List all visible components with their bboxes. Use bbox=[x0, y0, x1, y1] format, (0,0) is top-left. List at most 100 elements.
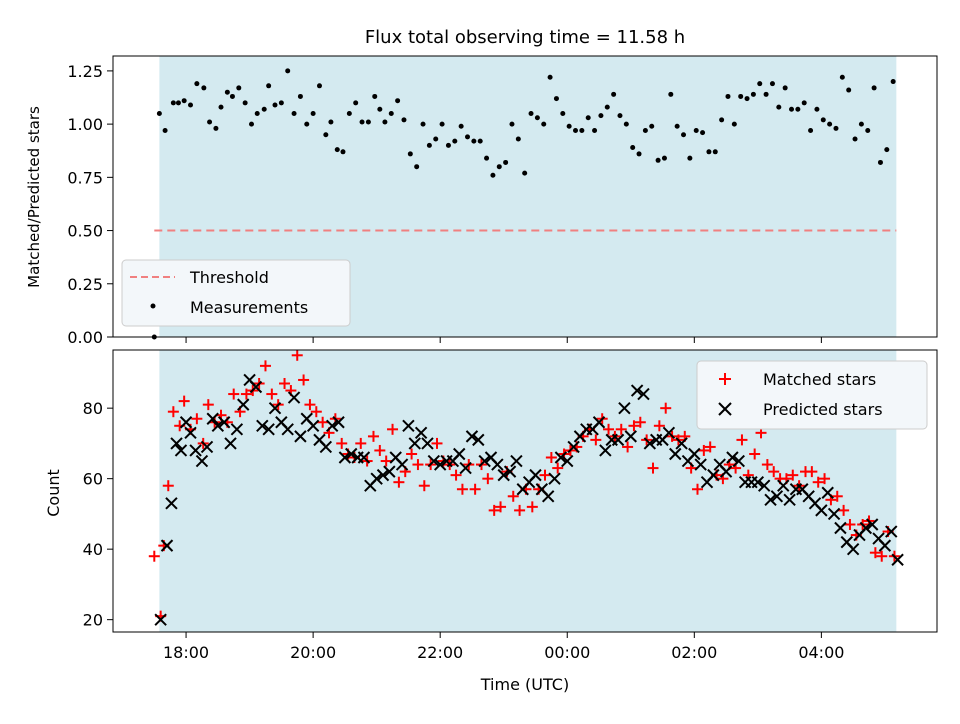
predicted-star-point bbox=[256, 419, 269, 432]
bottom-plot-marks bbox=[148, 349, 904, 626]
predicted-star-point bbox=[859, 521, 873, 535]
predicted-star-mark-b bbox=[878, 539, 892, 552]
top-legend: Threshold Measurements bbox=[121, 259, 351, 327]
predicted-star-point bbox=[421, 437, 434, 450]
predicted-star-point bbox=[287, 391, 301, 404]
measurement-point bbox=[566, 123, 572, 129]
predicted-star-mark-b bbox=[846, 542, 860, 556]
measurement-point bbox=[414, 164, 420, 170]
matched-star-point bbox=[367, 430, 379, 442]
measurement-point bbox=[769, 81, 775, 87]
predicted-star-mark-b bbox=[300, 412, 313, 425]
matched-star-point bbox=[545, 452, 557, 464]
predicted-star-mark-b bbox=[165, 497, 178, 510]
top-y-axis-label: Matched/Predicted stars bbox=[25, 106, 43, 288]
predicted-star-mark-b bbox=[859, 521, 873, 535]
matched-star-point bbox=[202, 399, 214, 411]
predicted-star-mark-b bbox=[891, 553, 904, 566]
predicted-star-point bbox=[395, 458, 409, 471]
matched-star-point bbox=[317, 416, 329, 428]
measurement-point bbox=[285, 68, 291, 74]
measurement-point bbox=[534, 115, 540, 121]
predicted-star-point bbox=[306, 419, 320, 432]
predicted-star-mark-b bbox=[472, 433, 485, 447]
measurement-point bbox=[674, 123, 680, 129]
predicted-star-mark-b bbox=[821, 486, 834, 499]
predicted-star-mark-b bbox=[802, 490, 815, 503]
matched-star-point bbox=[507, 490, 519, 502]
predicted-star-mark-b bbox=[694, 458, 707, 471]
top-panel: 0.00 0.25 0.50 0.75 1.00 1.25 Flux total obse… bbox=[25, 27, 938, 347]
measurement-point bbox=[445, 142, 451, 148]
predicted-star-mark-b bbox=[662, 426, 676, 440]
measurement-point bbox=[833, 125, 839, 131]
predicted-star-mark-b bbox=[827, 507, 841, 521]
measurement-point bbox=[598, 113, 604, 119]
matched-star-point bbox=[178, 395, 190, 407]
top-y-tick-label: 0.75 bbox=[67, 168, 103, 187]
top-x-ticks bbox=[185, 337, 822, 343]
x-tick-label: 04:00 bbox=[798, 643, 844, 662]
measurement-point bbox=[725, 93, 731, 99]
predicted-star-mark-b bbox=[160, 539, 174, 552]
predicted-star-mark-b bbox=[624, 430, 637, 443]
matched-star-point bbox=[418, 480, 430, 492]
measurement-point bbox=[194, 81, 200, 87]
matched-star-point bbox=[291, 349, 303, 361]
matched-star-point bbox=[819, 473, 831, 485]
bottom-y-tick-label: 80 bbox=[83, 399, 103, 418]
predicted-star-mark-b bbox=[249, 380, 263, 394]
measurement-point bbox=[266, 83, 272, 89]
predicted-star-point bbox=[408, 437, 421, 450]
measurement-point bbox=[304, 121, 310, 127]
measurement-point bbox=[636, 151, 642, 157]
top-y-tick-label: 0.00 bbox=[67, 328, 103, 347]
matched-star-point bbox=[787, 469, 799, 481]
predicted-star-mark-b bbox=[497, 468, 510, 482]
predicted-star-point bbox=[200, 440, 214, 454]
measurement-point bbox=[795, 106, 801, 112]
measurement-point bbox=[649, 123, 655, 129]
matched-star-point bbox=[838, 504, 850, 516]
predicted-star-mark-b bbox=[402, 419, 415, 432]
matched-star-point bbox=[622, 441, 634, 453]
predicted-star-mark-b bbox=[503, 465, 517, 478]
measurement-point bbox=[871, 85, 877, 91]
predicted-star-point bbox=[510, 454, 523, 468]
predicted-star-mark-b bbox=[357, 451, 371, 464]
predicted-star-mark-b bbox=[184, 426, 197, 440]
predicted-star-point bbox=[332, 416, 345, 429]
measurement-point bbox=[528, 110, 534, 116]
predicted-star-mark-b bbox=[230, 423, 244, 436]
predicted-star-mark-b bbox=[459, 461, 472, 475]
matched-star-point bbox=[488, 504, 500, 516]
measurement-point bbox=[782, 85, 788, 91]
predicted-star-mark-b bbox=[872, 532, 885, 545]
measurement-point bbox=[573, 128, 579, 134]
predicted-star-mark-b bbox=[262, 423, 275, 436]
top-y-tick-label: 0.25 bbox=[67, 275, 103, 294]
measurement-point bbox=[490, 172, 496, 178]
predicted-star-mark-b bbox=[433, 458, 447, 471]
matched-star-point bbox=[304, 399, 316, 411]
matched-star-point bbox=[279, 377, 291, 389]
predicted-star-point bbox=[338, 451, 352, 464]
matched-star-point bbox=[539, 469, 551, 481]
measurement-point bbox=[858, 121, 864, 127]
predicted-star-point bbox=[478, 454, 491, 468]
predicted-star-point bbox=[592, 416, 606, 429]
measurement-point bbox=[509, 121, 515, 127]
predicted-star-point bbox=[719, 465, 733, 478]
predicted-star-point bbox=[427, 454, 441, 468]
predicted-star-mark-b bbox=[643, 437, 657, 450]
matched-star-point bbox=[615, 423, 627, 435]
predicted-star-point bbox=[211, 419, 225, 432]
measurement-point bbox=[763, 91, 769, 97]
matched-star-point bbox=[603, 423, 615, 435]
predicted-star-point bbox=[777, 479, 790, 492]
predicted-star-point bbox=[459, 461, 472, 475]
measurement-point bbox=[340, 149, 346, 155]
predicted-star-mark-b bbox=[707, 468, 720, 482]
predicted-star-mark-b bbox=[217, 416, 231, 429]
